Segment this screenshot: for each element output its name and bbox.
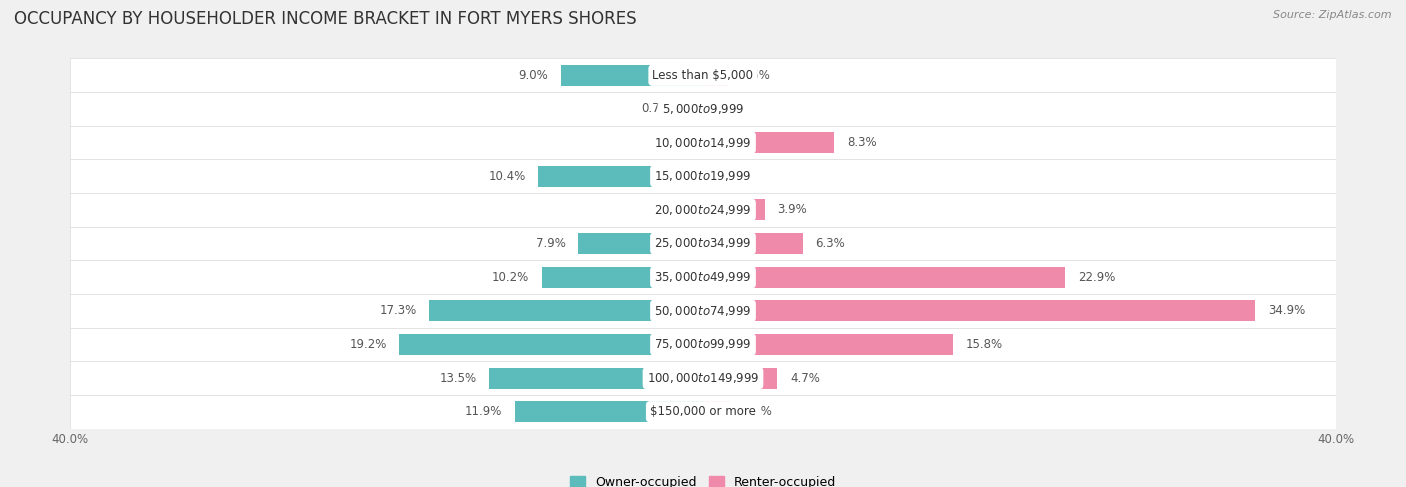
Bar [70,92,1336,126]
Bar [703,401,730,422]
Text: $10,000 to $14,999: $10,000 to $14,999 [654,135,752,150]
Text: 8.3%: 8.3% [846,136,876,149]
Text: $35,000 to $49,999: $35,000 to $49,999 [654,270,752,284]
Bar [578,233,703,254]
Bar [541,267,703,288]
Bar [70,126,1336,159]
Text: $15,000 to $19,999: $15,000 to $19,999 [654,169,752,183]
Bar [70,58,1336,92]
Text: 9.0%: 9.0% [519,69,548,82]
Text: 7.9%: 7.9% [536,237,565,250]
Bar [70,328,1336,361]
Text: $5,000 to $9,999: $5,000 to $9,999 [662,102,744,116]
Text: 0.0%: 0.0% [716,169,745,183]
Text: $75,000 to $99,999: $75,000 to $99,999 [654,337,752,352]
Text: 1.7%: 1.7% [742,405,772,418]
Bar [703,368,778,389]
Bar [538,166,703,187]
Text: Less than $5,000: Less than $5,000 [652,69,754,82]
Bar [70,294,1336,328]
Text: 13.5%: 13.5% [440,372,477,385]
Text: 0.0%: 0.0% [716,102,745,115]
Text: OCCUPANCY BY HOUSEHOLDER INCOME BRACKET IN FORT MYERS SHORES: OCCUPANCY BY HOUSEHOLDER INCOME BRACKET … [14,10,637,28]
Text: 1.6%: 1.6% [741,69,770,82]
Bar [489,368,703,389]
Text: 11.9%: 11.9% [465,405,502,418]
Text: $25,000 to $34,999: $25,000 to $34,999 [654,237,752,250]
Text: $20,000 to $24,999: $20,000 to $24,999 [654,203,752,217]
Text: $50,000 to $74,999: $50,000 to $74,999 [654,304,752,318]
Bar [703,300,1256,321]
Bar [703,132,834,153]
Bar [703,267,1066,288]
Legend: Owner-occupied, Renter-occupied: Owner-occupied, Renter-occupied [569,476,837,487]
Text: 0.0%: 0.0% [661,136,690,149]
Bar [399,334,703,355]
Text: 34.9%: 34.9% [1268,304,1305,318]
Text: 0.0%: 0.0% [661,204,690,216]
Bar [703,65,728,86]
Text: 0.77%: 0.77% [641,102,678,115]
Bar [515,401,703,422]
Text: Source: ZipAtlas.com: Source: ZipAtlas.com [1274,10,1392,20]
Text: 22.9%: 22.9% [1078,271,1115,283]
Text: 15.8%: 15.8% [966,338,1002,351]
Bar [70,261,1336,294]
Text: 3.9%: 3.9% [778,204,807,216]
Text: $100,000 to $149,999: $100,000 to $149,999 [647,371,759,385]
Bar [70,193,1336,226]
Bar [561,65,703,86]
Bar [703,199,765,220]
Bar [70,395,1336,429]
Bar [690,98,703,119]
Bar [429,300,703,321]
Bar [70,226,1336,261]
Bar [70,159,1336,193]
Bar [70,361,1336,395]
Bar [703,233,803,254]
Text: 10.2%: 10.2% [492,271,529,283]
Text: 6.3%: 6.3% [815,237,845,250]
Bar [703,334,953,355]
Text: 10.4%: 10.4% [489,169,526,183]
Text: 17.3%: 17.3% [380,304,416,318]
Text: 4.7%: 4.7% [790,372,820,385]
Text: 19.2%: 19.2% [349,338,387,351]
Text: $150,000 or more: $150,000 or more [650,405,756,418]
